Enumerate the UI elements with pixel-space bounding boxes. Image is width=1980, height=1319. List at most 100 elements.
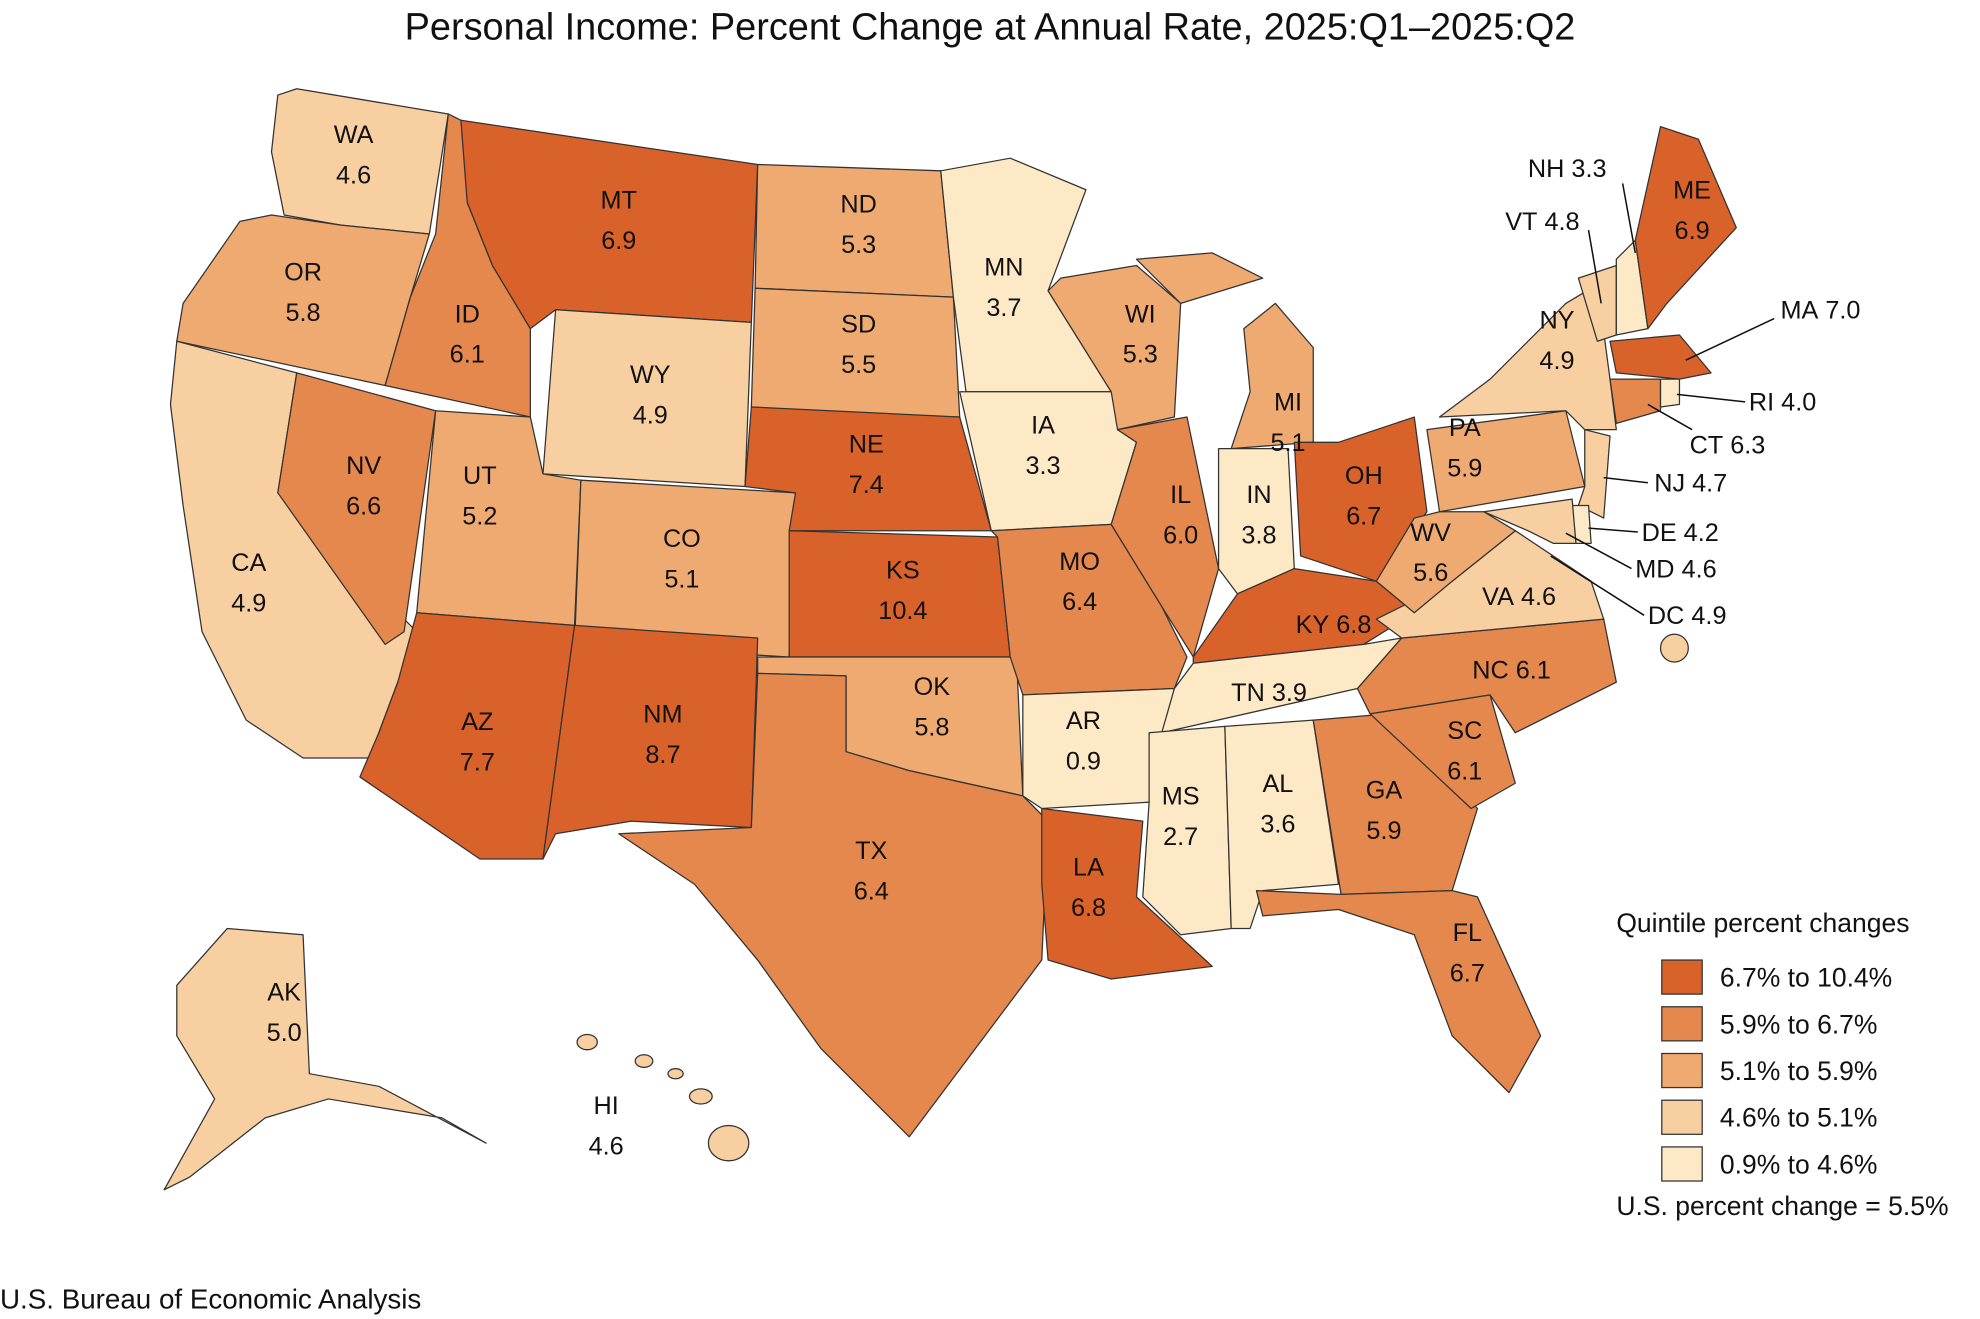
state-region — [1135, 252, 1264, 305]
state-value: 5.8 — [914, 713, 949, 741]
state-name: LA — [1073, 853, 1104, 881]
state-value: 2.7 — [1163, 823, 1198, 851]
state-name: VT — [1505, 208, 1537, 236]
state-value: 4.2 — [1684, 519, 1719, 547]
state-region — [618, 672, 1049, 1138]
state-name: MA — [1780, 297, 1818, 325]
legend-title: Quintile percent changes — [1616, 908, 1909, 938]
state-value: 7.4 — [849, 471, 884, 499]
state-value: 5.9 — [1366, 817, 1401, 845]
state-value: 6.1 — [1516, 656, 1551, 684]
state-value: 3.3 — [1025, 452, 1060, 480]
state-name: KS — [886, 557, 920, 585]
state-value: 4.9 — [1691, 602, 1726, 630]
state-region — [1356, 618, 1617, 734]
leader-line — [1587, 230, 1602, 304]
legend-swatch — [1661, 959, 1703, 995]
state-name: ID — [455, 300, 480, 328]
legend-swatch — [1661, 1052, 1703, 1089]
source: U.S. Bureau of Economic Analysis — [0, 1284, 421, 1315]
state-value: 4.9 — [1539, 347, 1574, 375]
legend-label: 5.1% to 5.9% — [1720, 1056, 1878, 1086]
state-name: NC — [1472, 656, 1508, 684]
state-name: NJ — [1654, 470, 1685, 498]
state-region — [1659, 633, 1689, 663]
state-value: 3.8 — [1241, 521, 1276, 549]
state-name: OH — [1345, 462, 1383, 490]
map-title: Personal Income: Percent Change at Annua… — [405, 6, 1576, 48]
state-name: MT — [601, 187, 637, 215]
leader-line — [1603, 476, 1648, 484]
state-name: NY — [1539, 307, 1574, 335]
state-region — [1293, 416, 1428, 582]
leader-line — [1676, 393, 1746, 403]
state-name: MN — [984, 254, 1023, 282]
state-region — [707, 1124, 750, 1162]
state-region — [1609, 334, 1712, 380]
state-value: 4.6 — [336, 161, 371, 189]
state-label: MD 4.6 — [1635, 555, 1716, 583]
state-region — [1022, 687, 1175, 810]
state-value: 5.1 — [1270, 429, 1305, 457]
state-name: CO — [663, 525, 701, 553]
state-label: NJ 4.7 — [1654, 470, 1727, 498]
state-value: 6.9 — [1675, 217, 1710, 245]
state-region — [688, 1088, 713, 1105]
state-label: RI 4.0 — [1749, 389, 1816, 417]
state-value: 5.1 — [664, 566, 699, 594]
state-region — [1483, 498, 1577, 544]
state-name: DE — [1642, 519, 1677, 547]
state-label: NC 6.1 — [1472, 656, 1551, 684]
legend-label: 0.9% to 4.6% — [1720, 1149, 1878, 1179]
state-label: TN 3.9 — [1231, 679, 1307, 707]
state-value: 7.7 — [460, 749, 495, 777]
leader-line — [1685, 317, 1775, 361]
state-name: WV — [1410, 519, 1451, 547]
state-name: KY — [1296, 611, 1330, 639]
state-region — [576, 1033, 598, 1051]
legend-swatch — [1661, 1146, 1703, 1182]
state-label: DE 4.2 — [1642, 519, 1719, 547]
state-value: 5.2 — [462, 502, 497, 530]
state-name: WI — [1125, 300, 1156, 328]
state-name: UT — [463, 462, 497, 490]
state-name: WA — [334, 121, 374, 149]
state-name: TN — [1231, 679, 1265, 707]
state-name: AL — [1262, 770, 1293, 798]
state-value: 5.3 — [1123, 341, 1158, 369]
states — [163, 88, 1737, 1191]
state-value: 5.0 — [267, 1019, 302, 1047]
state-region — [634, 1054, 654, 1069]
state-region — [1609, 378, 1662, 424]
state-label: VT 4.8 — [1505, 208, 1579, 236]
state-name: NE — [849, 430, 884, 458]
state-region — [1041, 807, 1213, 980]
state-label: CT 6.3 — [1690, 432, 1766, 460]
state-value: 6.7 — [1450, 960, 1485, 988]
state-value: 5.9 — [1447, 454, 1482, 482]
state-name: GA — [1366, 776, 1403, 804]
state-value: 3.7 — [986, 294, 1021, 322]
state-value: 8.7 — [645, 741, 680, 769]
state-region — [1110, 416, 1220, 658]
state-name: MS — [1162, 783, 1200, 811]
state-region — [788, 530, 1011, 658]
state-value: 7.0 — [1825, 297, 1860, 325]
state-region — [1047, 264, 1182, 431]
state-value: 6.3 — [1730, 432, 1765, 460]
state-name: AK — [267, 978, 301, 1006]
legend-label: 5.9% to 6.7% — [1720, 1009, 1878, 1039]
state-value: 6.6 — [346, 492, 381, 520]
state-value: 10.4 — [878, 597, 927, 625]
state-name: NM — [643, 701, 682, 729]
state-label: KY 6.8 — [1296, 611, 1372, 639]
state-value: 6.4 — [1062, 588, 1097, 616]
state-value: 4.8 — [1544, 208, 1579, 236]
state-name: OR — [284, 259, 322, 287]
leader-line — [1621, 183, 1637, 254]
state-name: IL — [1170, 481, 1191, 509]
state-label: MA 7.0 — [1780, 297, 1860, 325]
state-value: 5.8 — [286, 299, 321, 327]
